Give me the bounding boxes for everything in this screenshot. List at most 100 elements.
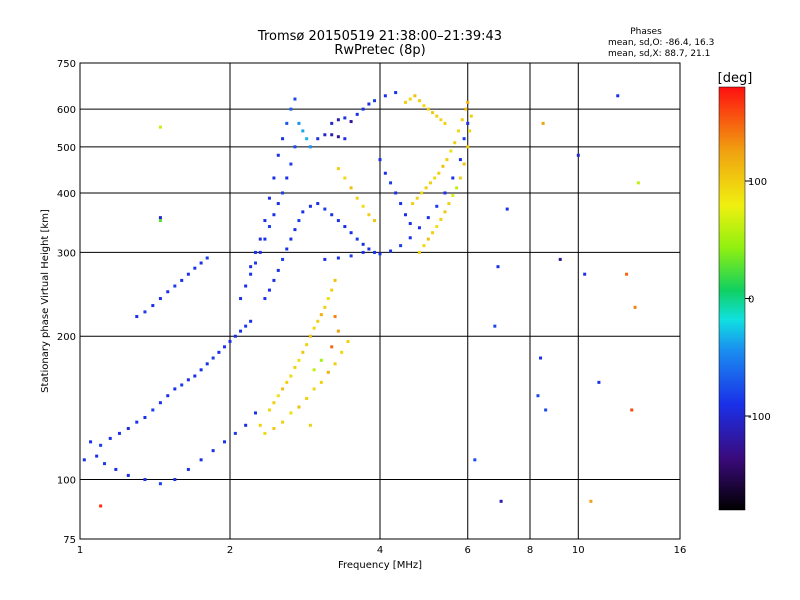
data-point [499,499,503,503]
data-point [228,339,232,343]
chart-title: Tromsø 20150519 21:38:00–21:39:43 [257,29,502,44]
data-point [330,345,334,349]
data-point [281,387,285,391]
data-point [417,226,421,230]
data-point [305,396,309,400]
data-point [267,225,271,229]
data-point [301,350,305,354]
data-point [117,431,121,435]
data-point [319,358,323,362]
colorbar-tick-label: 100 [748,177,767,188]
data-point [439,217,443,221]
colorbar-ticks: 100 0 -100 [745,177,771,423]
data-point [285,380,289,384]
data-point [135,420,139,424]
data-point [249,319,253,323]
data-point [316,137,320,141]
data-point [193,266,197,270]
data-point [82,458,86,462]
data-point [389,181,393,185]
data-point [468,129,472,133]
data-point [297,121,301,125]
data-point [323,257,327,261]
x-tick-labels: 1 2 4 6 8 10 16 [77,545,687,556]
data-point [258,250,262,254]
data-point [186,378,190,382]
data-point [343,176,347,180]
data-point [289,411,293,415]
data-point [636,181,640,185]
data-point [443,210,447,214]
data-point [361,107,365,111]
data-point [433,176,437,180]
plot-frame [79,62,681,540]
data-point [173,478,177,482]
data-point [158,401,162,405]
data-point [205,362,209,366]
data-point [258,423,262,427]
data-point [493,324,497,328]
data-point [431,111,435,115]
data-point [143,310,147,314]
data-point [576,153,580,157]
data-point [263,219,267,223]
data-point [336,256,340,260]
data-point [336,167,340,171]
data-point [346,339,350,343]
data-point [373,99,377,103]
data-point [462,137,466,141]
data-point [319,380,323,384]
data-point [435,225,439,229]
data-point [297,405,301,409]
data-point [420,191,424,195]
data-point [272,401,276,405]
phases-header: Phases [630,27,662,37]
data-point [340,350,344,354]
data-point [349,231,353,235]
data-point [583,272,587,276]
data-point [439,118,443,122]
data-point [466,100,470,104]
data-point [158,125,162,129]
data-point [536,394,540,398]
data-point [435,204,439,208]
data-point [323,133,327,137]
data-point [411,202,415,206]
data-point [415,196,419,200]
data-point [330,288,334,292]
data-point [367,213,371,217]
data-point [301,210,305,214]
data-point [336,118,340,122]
data-point [99,504,103,508]
data-point [301,129,305,133]
data-point [276,153,280,157]
data-point [343,116,347,120]
data-point [422,244,426,248]
data-point [308,423,312,427]
colorbar-tick-label: 0 [748,295,754,306]
data-point [330,213,334,217]
data-point [413,94,417,98]
data-point [378,158,382,162]
data-point [263,431,267,435]
x-tick-label: 6 [465,545,471,556]
data-point [258,237,262,241]
data-point [326,370,330,374]
data-point [143,478,147,482]
data-point [199,261,203,265]
data-point [333,278,337,282]
data-point [464,107,468,111]
data-point [323,305,327,309]
data-point [143,415,147,419]
x-tick-label: 8 [527,545,533,556]
data-point [239,297,243,301]
data-point [389,249,393,253]
data-point [625,272,629,276]
phases-o-mode-stats: mean, sd,O: -86.4, 16.3 [608,38,714,48]
data-point [373,250,377,254]
data-point [217,350,221,354]
data-point [426,107,430,111]
data-point [158,219,162,223]
colorbar-label: [deg] [718,71,753,86]
data-point [297,219,301,223]
